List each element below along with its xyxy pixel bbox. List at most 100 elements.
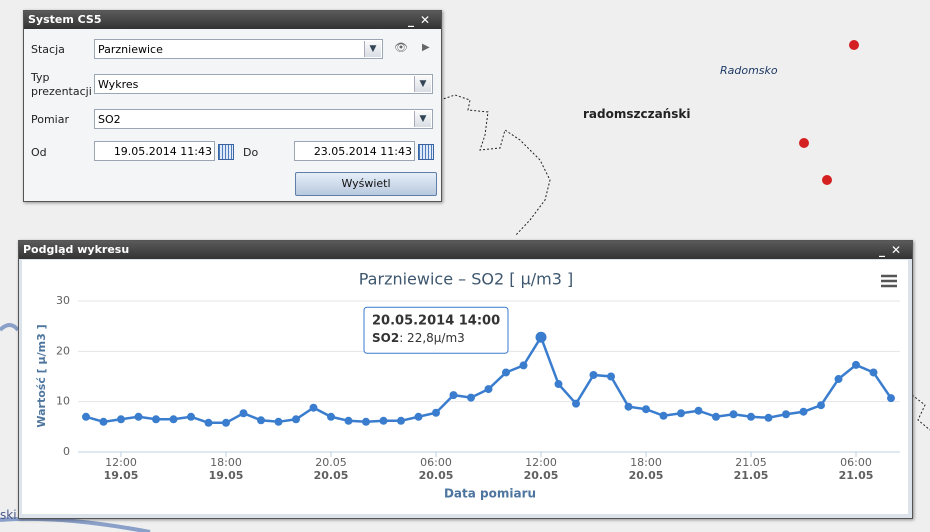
dropdown-button[interactable]: ▼: [414, 111, 431, 127]
chart-window: Podgląd wykresu _✕ Parzniewice – SO2 [ μ/…: [18, 240, 913, 519]
show-button[interactable]: Wyświetl: [295, 172, 437, 196]
data-point: [764, 413, 773, 422]
x-tick-label: 20.05: [315, 456, 347, 469]
eye-icon[interactable]: 👁: [394, 41, 408, 54]
calendar-button[interactable]: [218, 144, 234, 160]
tooltip-text: SO2: 22,8μ/m3: [372, 331, 465, 345]
data-point: [694, 406, 703, 415]
data-point: [204, 418, 213, 427]
window-title: System CS5: [28, 13, 102, 26]
y-tick-label: 30: [56, 294, 70, 307]
station-value: Parzniewice: [98, 43, 163, 56]
data-point: [659, 411, 668, 420]
data-point: [134, 412, 143, 421]
station-marker[interactable]: [822, 175, 832, 185]
station-select[interactable]: Parzniewice ▼: [94, 39, 383, 59]
x-tick-label: 18:00: [210, 456, 242, 469]
tooltip-box: [363, 306, 509, 354]
station-marker[interactable]: [849, 40, 859, 50]
x-axis-label: Data pomiaru: [444, 487, 536, 501]
data-point: [747, 412, 755, 421]
map-label: ski: [0, 508, 17, 522]
data-point: [292, 415, 300, 424]
data-point: [799, 407, 808, 416]
from-label: Od: [31, 146, 47, 159]
tooltip: 20.05.2014 14:00 SO2: 22,8μ/m3: [363, 306, 509, 354]
data-point: [782, 410, 790, 419]
data-point: [887, 394, 895, 403]
data-point: [117, 415, 125, 424]
data-point: [257, 416, 265, 425]
data-point: [309, 403, 318, 412]
data-point: [432, 408, 440, 417]
data-point: [169, 415, 178, 424]
x-tick-date: 20.05: [419, 469, 454, 482]
window-controls[interactable]: _✕: [878, 243, 907, 257]
data-point: [414, 412, 423, 421]
data-point: [502, 368, 510, 377]
x-tick-date: 19.05: [104, 469, 139, 482]
y-axis-label: Wartość [ μ/m3 ]: [35, 324, 48, 427]
data-point: [362, 417, 370, 426]
data-point: [449, 391, 458, 400]
tooltip-series: SO2: [372, 331, 399, 345]
station-marker[interactable]: [799, 138, 809, 148]
title-bar: System CS5 _✕: [24, 11, 441, 29]
x-tick-date: 20.05: [629, 469, 664, 482]
title-bar: Podgląd wykresu _✕: [19, 241, 912, 259]
y-tick-label: 20: [56, 344, 70, 357]
calendar-button[interactable]: [418, 144, 434, 160]
border-line: [439, 94, 551, 237]
road: [0, 323, 151, 532]
data-point: [152, 415, 160, 424]
data-point: [642, 405, 650, 414]
x-tick-date: 21.05: [839, 469, 874, 482]
data-point: [187, 412, 195, 421]
dropdown-button[interactable]: ▼: [364, 41, 381, 57]
x-tick-label: 12:00: [105, 456, 137, 469]
x-tick-date: 21.05: [734, 469, 769, 482]
data-point: [869, 368, 878, 377]
data-point: [379, 416, 388, 425]
x-tick-label: 06:00: [840, 456, 872, 469]
data-point: [327, 412, 335, 421]
data-point: [222, 418, 230, 427]
chart: Parzniewice – SO2 [ μ/m3 ] Wartość [ μ/m…: [22, 260, 908, 514]
data-point: [484, 385, 493, 394]
data-point: [817, 401, 825, 410]
data-point: [852, 360, 860, 369]
menu-icon[interactable]: [881, 274, 897, 288]
type-label: Typ prezentacji: [31, 71, 92, 98]
arrow-icon[interactable]: ▶: [422, 42, 430, 53]
map-label: Radomsko: [720, 64, 778, 77]
data-point: [519, 361, 528, 370]
border-line: [911, 394, 930, 431]
y-tick-label: 0: [63, 445, 70, 458]
measure-label: Pomiar: [31, 113, 70, 126]
dropdown-button[interactable]: ▼: [414, 76, 431, 92]
data-point: [729, 410, 738, 419]
data-point: [99, 417, 108, 426]
data-point: [834, 375, 843, 384]
chart-title: Parzniewice – SO2 [ μ/m3 ]: [359, 270, 574, 289]
window-controls[interactable]: _✕: [407, 13, 436, 27]
data-point: [467, 393, 475, 402]
x-tick-date: 20.05: [314, 469, 349, 482]
data-point: [589, 370, 598, 379]
tooltip-value: : 22,8μ/m3: [399, 331, 465, 345]
x-tick-label: 21.05: [735, 456, 767, 469]
data-point: [624, 402, 633, 411]
data-point: [344, 416, 353, 425]
type-value: Wykres: [98, 78, 139, 91]
data-point: [554, 380, 563, 389]
measure-select[interactable]: SO2 ▼: [94, 109, 433, 129]
data-point: [397, 416, 405, 425]
type-select[interactable]: Wykres ▼: [94, 74, 433, 94]
to-input[interactable]: 23.05.2014 11:43: [294, 141, 415, 161]
data-point: [239, 409, 248, 418]
from-input[interactable]: 19.05.2014 11:43: [94, 141, 215, 161]
x-tick-label: 06:00: [420, 456, 452, 469]
data-point: [572, 399, 580, 408]
